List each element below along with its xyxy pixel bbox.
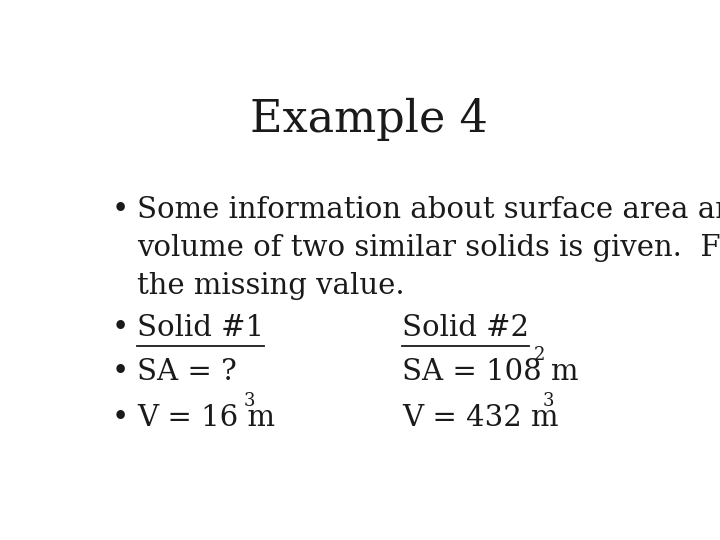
Text: volume of two similar solids is given.  Find: volume of two similar solids is given. F…: [138, 234, 720, 262]
Text: Solid #2: Solid #2: [402, 314, 529, 342]
Text: •: •: [112, 314, 130, 342]
Text: 2: 2: [534, 346, 545, 364]
Text: 3: 3: [243, 392, 255, 410]
Text: •: •: [112, 358, 130, 386]
Text: V = 432 m: V = 432 m: [402, 404, 559, 431]
Text: •: •: [112, 196, 130, 224]
Text: •: •: [112, 404, 130, 431]
Text: Example 4: Example 4: [250, 98, 488, 141]
Text: V = 16 m: V = 16 m: [138, 404, 276, 431]
Text: 3: 3: [543, 392, 554, 410]
Text: the missing value.: the missing value.: [138, 272, 405, 300]
Text: SA = 108 m: SA = 108 m: [402, 358, 579, 386]
Text: Solid #1: Solid #1: [138, 314, 264, 342]
Text: Some information about surface area and: Some information about surface area and: [138, 196, 720, 224]
Text: SA = ?: SA = ?: [138, 358, 237, 386]
